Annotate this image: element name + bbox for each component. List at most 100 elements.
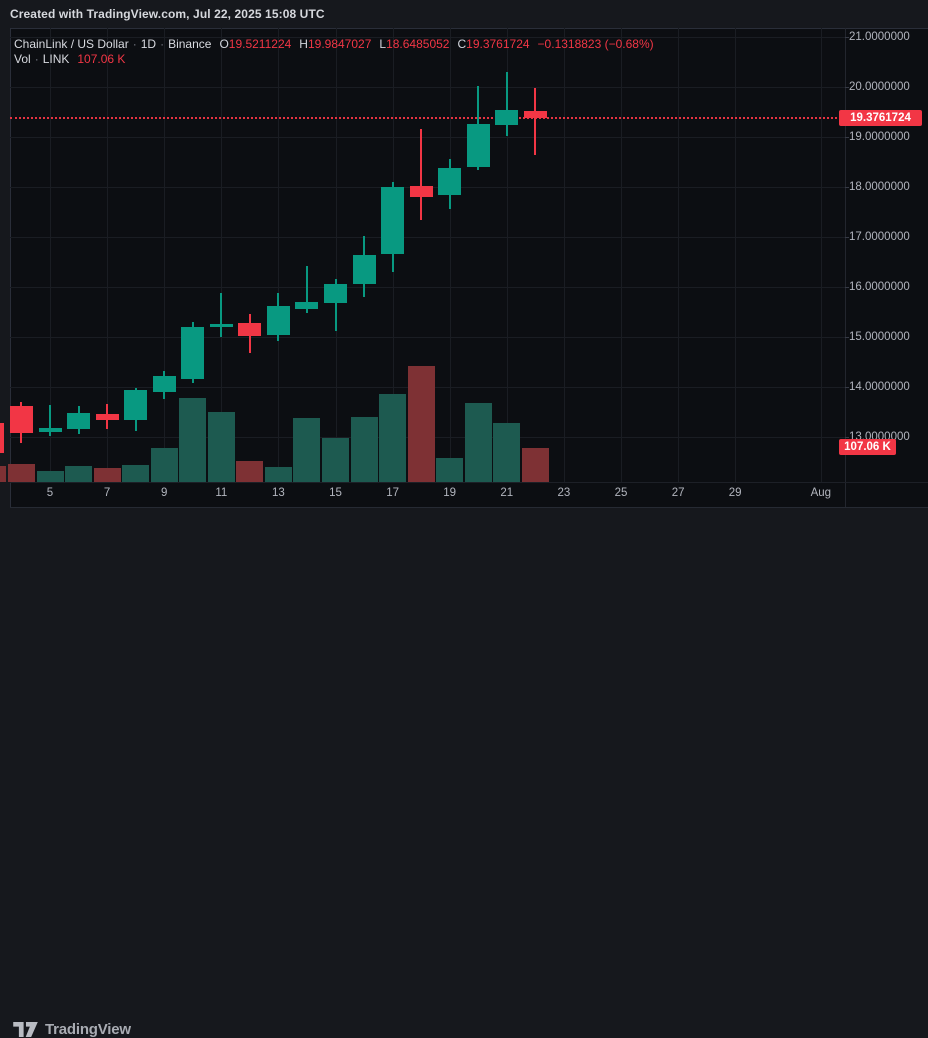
price-tick-label: 19.0000000 [849, 131, 910, 143]
separator-dot: · [160, 37, 165, 51]
volume-bar [207, 412, 235, 482]
date-gridline [820, 28, 822, 482]
volume-bar [322, 437, 349, 482]
close-label: C [457, 37, 467, 51]
tradingview-logo[interactable]: TradingView [13, 1021, 131, 1038]
price-axis-separator [845, 28, 846, 507]
candle-body [381, 187, 405, 254]
volume-bar [379, 393, 407, 482]
volume-bar [407, 366, 435, 482]
attribution-text: Created with TradingView.com, Jul 22, 20… [10, 7, 325, 21]
legend-row-main: ChainLink / US Dollar · 1D · Binance O19.5211… [14, 37, 654, 52]
open-label: O [219, 37, 229, 51]
price-tick-mark [845, 337, 849, 338]
candle-wick [420, 128, 423, 220]
price-tick-mark [845, 187, 849, 188]
candle-wick [49, 404, 51, 436]
price-tick-mark [845, 287, 849, 288]
date-gridline [335, 28, 337, 482]
volume-bar [236, 460, 264, 482]
candle-body [266, 306, 290, 335]
high-label: H [299, 37, 308, 51]
date-tick-label: Aug [810, 487, 832, 499]
volume-bar [293, 417, 321, 482]
volume-bar [436, 457, 464, 482]
volume-bar [122, 465, 150, 482]
date-tick-label: 21 [500, 487, 514, 499]
volume-badge: 107.06 K [839, 439, 896, 456]
candle-body [95, 413, 119, 420]
price-tick-label: 18.0000000 [849, 181, 910, 193]
tradingview-chart-screenshot: { "header": { "created_text": "Created w… [0, 7, 928, 1038]
price-gridline [10, 37, 845, 38]
price-tick-label: 20.0000000 [849, 81, 910, 93]
date-gridline [621, 28, 622, 482]
chart-pane[interactable] [0, 26, 845, 482]
candle-body [523, 110, 547, 119]
tradingview-mark-icon [13, 1021, 38, 1038]
close-value: 19.3761724 [466, 37, 530, 51]
date-gridline [506, 28, 508, 482]
date-tick-label: 17 [386, 487, 399, 499]
price-gridline [10, 137, 845, 138]
price-tick-label: 21.0000000 [849, 31, 910, 43]
volume-bar [0, 466, 7, 482]
candle-body [152, 376, 176, 392]
date-gridline [563, 28, 565, 482]
date-gridline [164, 28, 166, 482]
candle-wick [220, 293, 223, 337]
candle-body [9, 406, 33, 433]
candle-wick [505, 71, 508, 136]
legend-row-volume: Vol · LINK 107.06 K [14, 52, 654, 67]
date-gridline [449, 28, 451, 482]
change-value: −0.1318823 (−0.68%) [537, 37, 654, 51]
candle-body [209, 324, 233, 327]
volume-bar [493, 423, 521, 482]
candle-wick [305, 266, 308, 313]
price-tick-label: 16.0000000 [849, 281, 910, 293]
widget-bottom-border [10, 507, 928, 508]
open-value: 19.5211224 [228, 37, 292, 51]
price-gridline [10, 287, 845, 288]
date-gridline [735, 28, 737, 482]
volume-bar [464, 402, 492, 482]
volume-symbol: LINK [42, 52, 70, 66]
volume-bar [521, 448, 549, 482]
candle-body [324, 283, 347, 303]
price-gridline [10, 337, 845, 338]
interval-label[interactable]: 1D [140, 37, 157, 51]
date-tick-label: 23 [557, 487, 571, 499]
last-price-badge: 19.3761724 [839, 110, 922, 127]
price-tick-mark [845, 87, 849, 88]
price-tick-label: 14.0000000 [849, 381, 910, 393]
candle-body [409, 186, 433, 197]
volume-bar [65, 465, 93, 482]
date-gridline [221, 28, 223, 482]
exchange-label: Binance [168, 37, 212, 51]
candle-wick [534, 87, 537, 155]
date-gridline [107, 28, 109, 482]
volume-bar [93, 467, 121, 482]
price-tick-mark [845, 137, 849, 138]
price-tick-mark [845, 387, 849, 388]
candle-body [438, 167, 462, 195]
candle-body [38, 428, 62, 432]
last-price-line [10, 117, 845, 120]
footer: TradingView [0, 508, 928, 1038]
volume-bar [350, 416, 378, 482]
candle-body [238, 323, 262, 336]
price-tick-mark [845, 237, 849, 238]
candle-body [352, 255, 376, 284]
symbol-title[interactable]: ChainLink / US Dollar [14, 37, 129, 51]
low-label: L [379, 37, 387, 51]
brand-name: TradingView [45, 1021, 131, 1038]
date-gridline [50, 28, 51, 482]
volume-bar [150, 448, 178, 482]
date-tick-label: 25 [614, 487, 628, 499]
date-axis-separator [10, 482, 928, 483]
candle-body [0, 423, 5, 453]
candle-body [67, 413, 91, 429]
date-tick-label: 13 [271, 487, 285, 499]
date-tick-label: 9 [160, 487, 168, 499]
candle-body [495, 110, 519, 125]
